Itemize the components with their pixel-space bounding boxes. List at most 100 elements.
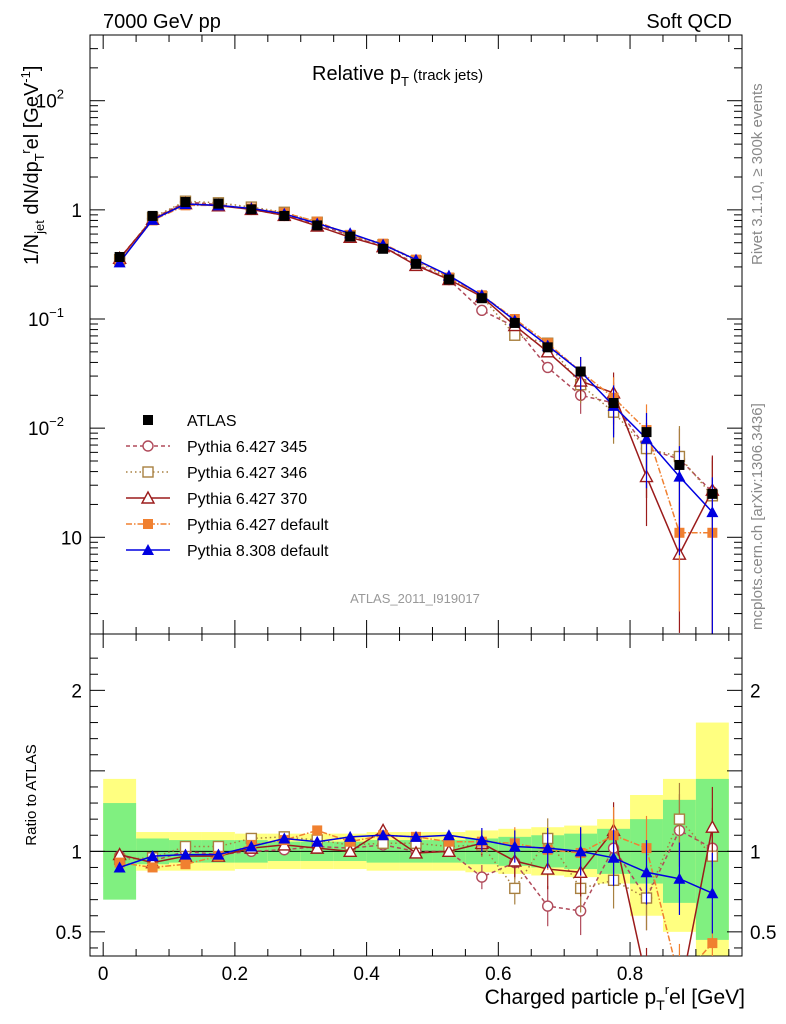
series-0-point bbox=[542, 342, 553, 353]
series-2-ratio-point bbox=[673, 813, 686, 825]
series-5-ratio-point bbox=[113, 861, 126, 873]
ratio-tick-label-right: 2 bbox=[750, 681, 761, 702]
watermark: ATLAS_2011_I919017 bbox=[350, 591, 480, 606]
legend-label: Pythia 8.308 default bbox=[187, 543, 329, 560]
series-5-ratio-point bbox=[574, 845, 587, 857]
side-label-bottom: mcplots.cern.ch [arXiv:1306.3436] bbox=[749, 403, 766, 630]
series-4-ratio-point bbox=[180, 859, 191, 870]
series-0-point bbox=[509, 317, 520, 328]
ratio-tick-label: 2 bbox=[71, 681, 82, 702]
series-0-point bbox=[345, 231, 356, 242]
ratio-frame bbox=[89, 633, 743, 957]
series-3-ratio-point bbox=[342, 843, 358, 858]
series-0-point bbox=[246, 204, 257, 215]
legend-label: Pythia 6.427 345 bbox=[187, 439, 307, 456]
y-axis-label: 1/Njet dN/dpTrel [GeV-1] bbox=[18, 66, 47, 265]
ratio-tick-label: 0.5 bbox=[56, 923, 82, 944]
series-1-ratio-point bbox=[542, 900, 554, 912]
series-0-point bbox=[378, 243, 389, 254]
ratio-plot-area: 0 0.2 0.4 0.6 0.8 2 2 1 1 0.5 0.5 bbox=[56, 35, 776, 985]
ratio-tick-label-right: 0.5 bbox=[750, 923, 776, 944]
series-0-point bbox=[114, 251, 125, 262]
series-0-point bbox=[674, 459, 685, 470]
series-4-ratio-point bbox=[443, 836, 454, 847]
series-5-ratio-point bbox=[146, 850, 159, 862]
x-axis-label: Charged particle pTrel [GeV] bbox=[485, 982, 745, 1013]
series-0-point bbox=[476, 293, 487, 304]
chart-title: Relative pT (track jets) bbox=[312, 63, 483, 89]
series-5-ratio-point bbox=[442, 829, 455, 841]
x-tick-label: 0.2 bbox=[222, 964, 248, 985]
series-5-point bbox=[706, 506, 719, 518]
legend: ATLAS Pythia 6.427 345 Pythia 6.427 346 Pyt… bbox=[126, 413, 329, 560]
header-right: Soft QCD bbox=[646, 11, 732, 33]
legend-marker bbox=[143, 415, 153, 425]
series-3-ratio-point bbox=[408, 845, 424, 859]
series-5-ratio-point bbox=[179, 848, 192, 860]
x-tick-label: 0.8 bbox=[617, 964, 643, 985]
x-tick-label: 0.4 bbox=[353, 964, 380, 985]
y-tick-label: 10−2 bbox=[28, 414, 64, 440]
series-0-point bbox=[707, 488, 718, 499]
ratio-series-group bbox=[112, 782, 720, 985]
legend-label: Pythia 6.427 346 bbox=[187, 465, 307, 482]
series-0-point bbox=[312, 220, 323, 231]
series-5-ratio-point bbox=[508, 840, 521, 852]
series-5-ratio-point bbox=[410, 830, 422, 842]
main-series-group bbox=[112, 195, 720, 634]
series-1-point bbox=[542, 361, 554, 374]
x-tick-label: 0 bbox=[98, 964, 109, 985]
legend-marker bbox=[143, 519, 153, 529]
header-left: 7000 GeV pp bbox=[103, 11, 221, 33]
series-1-point bbox=[476, 304, 488, 317]
legend-label: ATLAS bbox=[187, 413, 237, 430]
series-5-ratio-point bbox=[377, 829, 390, 841]
legend-marker bbox=[142, 544, 154, 555]
series-4-ratio-point bbox=[312, 825, 323, 836]
y-tick-exponent: −1 bbox=[49, 305, 64, 320]
ratio-tick-label-right: 1 bbox=[750, 842, 761, 863]
series-4-ratio-point bbox=[707, 938, 718, 949]
series-5-ratio-point bbox=[212, 848, 225, 860]
y-tick-label: 1 bbox=[71, 201, 82, 222]
series-5-point bbox=[640, 432, 653, 444]
series-0-point bbox=[443, 274, 454, 285]
series-4-ratio-point bbox=[147, 862, 158, 873]
series-4-ratio-point bbox=[674, 975, 684, 985]
ratio-tick-label: 1 bbox=[71, 842, 82, 863]
y-tick-exponent: −2 bbox=[49, 414, 64, 429]
y-tick-label: 10−1 bbox=[28, 305, 64, 331]
ratio-axis-label: Ratio to ATLAS bbox=[23, 744, 40, 845]
series-0-point bbox=[279, 210, 290, 221]
series-2-point bbox=[509, 329, 521, 341]
series-5-ratio-point bbox=[278, 832, 291, 844]
legend-label: Pythia 6.427 370 bbox=[187, 491, 307, 508]
series-0-point bbox=[411, 258, 421, 269]
legend-label: Pythia 6.427 default bbox=[187, 517, 329, 534]
series-5-point bbox=[673, 470, 686, 482]
y-tick-label: 10 bbox=[61, 528, 82, 549]
series-5-ratio-point bbox=[607, 851, 620, 863]
series-5-ratio-point bbox=[541, 842, 554, 854]
side-label-top: Rivet 3.1.10, ≥ 300k events bbox=[749, 83, 766, 265]
legend-marker bbox=[140, 490, 156, 504]
series-2-ratio-point bbox=[509, 882, 521, 895]
series-3-ratio-point bbox=[441, 843, 457, 858]
series-0-point bbox=[180, 197, 191, 208]
series-0-point bbox=[608, 397, 619, 408]
y-tick-exponent: 2 bbox=[57, 87, 64, 102]
series-3-ratio-point bbox=[705, 819, 720, 833]
series-0-point bbox=[213, 198, 224, 209]
legend-marker bbox=[142, 440, 154, 452]
series-1-ratio-point bbox=[476, 871, 488, 883]
series-5-ratio-point bbox=[706, 887, 719, 899]
series-5-ratio-point bbox=[475, 834, 488, 846]
series-5-ratio-point bbox=[640, 866, 653, 878]
series-5-ratio-point bbox=[673, 872, 686, 884]
series-3-ratio-point bbox=[310, 840, 325, 854]
legend-marker bbox=[142, 466, 154, 478]
series-0-point bbox=[147, 210, 158, 221]
series-0-point bbox=[575, 366, 586, 377]
